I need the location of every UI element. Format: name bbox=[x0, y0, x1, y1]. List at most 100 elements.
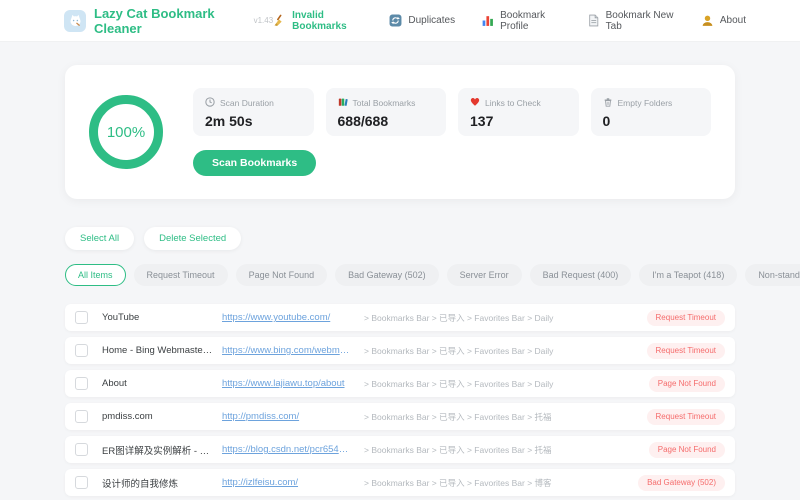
stat-label: Links to Check bbox=[485, 98, 541, 108]
status-badge: Page Not Found bbox=[648, 375, 725, 392]
select-all-button[interactable]: Select All bbox=[65, 227, 135, 250]
bookmark-folder-path: > Bookmarks Bar > 已导入 > Favorites Bar > … bbox=[364, 477, 552, 488]
filter-chip[interactable]: Non-standard Error (468) bbox=[745, 264, 800, 286]
filter-chip-label: Server Error bbox=[459, 270, 509, 280]
row-checkbox[interactable] bbox=[75, 443, 88, 456]
scan-progress-value: 100% bbox=[106, 123, 146, 141]
bookmark-folder-path: > Bookmarks Bar > 已导入 > Favorites Bar > … bbox=[364, 444, 552, 455]
brand: Lazy Cat Bookmark Cleaner v1.43 bbox=[64, 6, 273, 36]
filter-chip-label: Page Not Found bbox=[248, 270, 315, 280]
bookmark-title: ER图详解及实例解析 - 记忆碎片的... bbox=[102, 445, 214, 457]
main-nav: Invalid Bookmarks Duplicates bbox=[273, 10, 746, 32]
filter-chip-label: Request Timeout bbox=[146, 270, 215, 280]
bookmark-folder-path: > Bookmarks Bar > 已导入 > Favorites Bar > … bbox=[364, 312, 554, 323]
filter-chip[interactable]: Bad Gateway (502) bbox=[335, 264, 439, 286]
nav-item-bookmark-profile[interactable]: Bookmark Profile bbox=[481, 10, 561, 32]
bookmark-title: pmdiss.com bbox=[102, 411, 153, 422]
duplicates-icon bbox=[389, 14, 402, 27]
stat-value: 0 bbox=[602, 113, 611, 129]
row-checkbox[interactable] bbox=[75, 311, 88, 324]
nav-label: About bbox=[719, 15, 747, 26]
bookmark-row: 设计师的自我修炼 http://izlfeisu.com/ > Bookmark… bbox=[65, 469, 735, 496]
main-content: 100% Scan Duration 2m 50s bbox=[65, 65, 800, 500]
bookmark-title: About bbox=[102, 378, 127, 389]
stat-value: 688/688 bbox=[337, 113, 389, 129]
filter-chip[interactable]: Request Timeout bbox=[133, 264, 228, 286]
filter-chip-label: Bad Request (400) bbox=[542, 270, 619, 280]
row-checkbox[interactable] bbox=[75, 410, 88, 423]
stat-label: Total Bookmarks bbox=[352, 98, 416, 108]
bookmark-url-link[interactable]: https://www.lajiawu.top/about bbox=[222, 378, 345, 389]
app-title: Lazy Cat Bookmark Cleaner bbox=[94, 5, 215, 36]
scan-details: Scan Duration 2m 50s Total Book bbox=[193, 88, 711, 176]
filter-chip[interactable]: Bad Request (400) bbox=[529, 264, 632, 286]
filter-chip[interactable]: Page Not Found bbox=[235, 264, 328, 286]
status-badge: Bad Gateway (502) bbox=[638, 474, 725, 491]
stats-row: Scan Duration 2m 50s Total Book bbox=[193, 88, 711, 136]
filter-chip[interactable]: I'm a Teapot (418) bbox=[639, 264, 738, 286]
filter-chip-label: I'm a Teapot (418) bbox=[652, 270, 725, 280]
row-checkbox[interactable] bbox=[75, 344, 88, 357]
app-version: v1.43 bbox=[253, 16, 274, 25]
status-filter-bar: All Items Request Timeout Page Not Found… bbox=[65, 264, 800, 286]
nav-label: Duplicates bbox=[408, 15, 456, 26]
cat-logo-icon bbox=[64, 9, 86, 32]
bookmark-row: ER图详解及实例解析 - 记忆碎片的... https://blog.csdn.… bbox=[65, 436, 735, 463]
bookmark-url-link[interactable]: https://blog.csdn.net/pcr654311... bbox=[222, 444, 350, 455]
bookmark-row: pmdiss.com http://pmdiss.com/ > Bookmark… bbox=[65, 403, 735, 430]
bookmark-row: About https://www.lajiawu.top/about > Bo… bbox=[65, 370, 735, 397]
stat-label: Empty Folders bbox=[617, 98, 673, 108]
heart-icon bbox=[470, 97, 480, 109]
stat-empty-folders: Empty Folders 0 bbox=[590, 88, 711, 136]
nav-item-bookmark-new-tab[interactable]: Bookmark New Tab bbox=[587, 10, 675, 32]
nav-label: Bookmark New Tab bbox=[605, 9, 674, 32]
bookmark-folder-path: > Bookmarks Bar > 已导入 > Favorites Bar > … bbox=[364, 411, 552, 422]
stat-label: Scan Duration bbox=[220, 98, 274, 108]
bookmark-title: YouTube bbox=[102, 312, 140, 323]
nav-label: Bookmark Profile bbox=[500, 9, 546, 32]
scan-progress-ring: 100% bbox=[89, 95, 163, 169]
nav-label: Invalid Bookmarks bbox=[292, 9, 347, 32]
bar-chart-icon bbox=[481, 14, 494, 27]
status-badge: Page Not Found bbox=[648, 441, 725, 458]
delete-selected-button[interactable]: Delete Selected bbox=[144, 227, 242, 250]
bookmark-url-link[interactable]: http://pmdiss.com/ bbox=[222, 411, 300, 422]
nav-item-about[interactable]: About bbox=[701, 14, 746, 27]
bookmark-title: 设计师的自我修炼 bbox=[102, 478, 179, 490]
status-badge: Request Timeout bbox=[646, 408, 725, 425]
scan-bookmarks-button[interactable]: Scan Bookmarks bbox=[193, 150, 317, 176]
trash-icon bbox=[603, 97, 613, 109]
status-badge: Request Timeout bbox=[646, 342, 725, 359]
nav-item-invalid-bookmarks[interactable]: Invalid Bookmarks bbox=[273, 10, 363, 32]
stat-value: 2m 50s bbox=[205, 113, 253, 129]
clock-icon bbox=[205, 97, 215, 109]
bookmark-folder-path: > Bookmarks Bar > 已导入 > Favorites Bar > … bbox=[364, 345, 554, 356]
status-badge: Request Timeout bbox=[646, 309, 725, 326]
filter-chip[interactable]: All Items bbox=[65, 264, 126, 286]
nav-item-duplicates[interactable]: Duplicates bbox=[389, 14, 455, 27]
bookmark-folder-path: > Bookmarks Bar > 已导入 > Favorites Bar > … bbox=[364, 378, 554, 389]
app-header: Lazy Cat Bookmark Cleaner v1.43 Invalid … bbox=[0, 0, 800, 42]
bookmark-url-link[interactable]: http://izlfeisu.com/ bbox=[222, 477, 299, 488]
bookmark-list: YouTube https://www.youtube.com/ > Bookm… bbox=[65, 304, 735, 500]
broom-icon bbox=[273, 14, 286, 27]
row-checkbox[interactable] bbox=[75, 377, 88, 390]
person-icon bbox=[701, 14, 714, 27]
row-checkbox[interactable] bbox=[75, 476, 88, 489]
books-icon bbox=[338, 97, 348, 109]
bookmark-url-link[interactable]: https://www.youtube.com/ bbox=[222, 312, 331, 323]
stat-value: 137 bbox=[470, 113, 494, 129]
filter-chip-label: Non-standard Error (468) bbox=[758, 270, 800, 280]
bookmark-row: YouTube https://www.youtube.com/ > Bookm… bbox=[65, 304, 735, 331]
filter-chip-label: Bad Gateway (502) bbox=[348, 270, 426, 280]
bookmark-url-link[interactable]: https://www.bing.com/webmaster... bbox=[222, 345, 350, 356]
stat-links-to-check: Links to Check 137 bbox=[458, 88, 579, 136]
scan-summary-card: 100% Scan Duration 2m 50s bbox=[65, 65, 735, 199]
stat-total-bookmarks: Total Bookmarks 688/688 bbox=[325, 88, 446, 136]
bookmark-title: Home - Bing Webmaster Tools bbox=[102, 345, 214, 356]
new-tab-icon bbox=[587, 14, 600, 27]
bulk-actions: Select All Delete Selected bbox=[65, 227, 735, 250]
stat-scan-duration: Scan Duration 2m 50s bbox=[193, 88, 314, 136]
filter-chip[interactable]: Server Error bbox=[446, 264, 522, 286]
filter-chip-label: All Items bbox=[78, 270, 113, 280]
